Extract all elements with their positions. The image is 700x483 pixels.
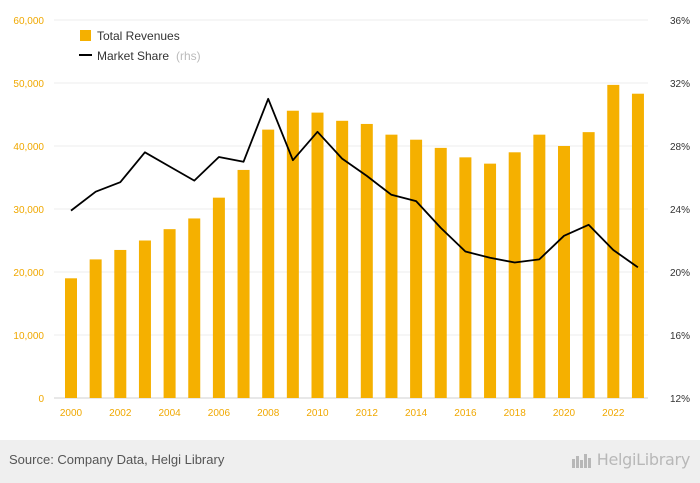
- revenue-bar: [336, 120, 349, 399]
- revenue-bar: [262, 129, 275, 398]
- left-tick-label: 60,000: [13, 16, 44, 27]
- left-tick-label: 0: [38, 394, 44, 405]
- x-tick-label: 2014: [405, 408, 428, 419]
- legend-swatch-revenues: [80, 30, 91, 41]
- revenue-bar: [508, 152, 521, 398]
- x-tick-label: 2004: [158, 408, 181, 419]
- right-tick-label: 24%: [670, 205, 690, 216]
- x-tick-label: 2020: [553, 408, 576, 419]
- x-tick-label: 2002: [109, 408, 132, 419]
- revenue-bar: [582, 132, 595, 398]
- brand-logo[interactable]: HelgiLibrary: [571, 450, 690, 469]
- left-tick-label: 30,000: [13, 205, 44, 216]
- revenue-bar: [114, 249, 127, 398]
- left-tick-label: 20,000: [13, 268, 44, 279]
- right-tick-label: 28%: [670, 142, 690, 153]
- revenue-bar: [212, 197, 225, 398]
- market-share-line: [70, 97, 639, 269]
- right-tick-label: 12%: [670, 394, 690, 405]
- source-note: Source: Company Data, Helgi Library: [9, 452, 225, 467]
- revenue-bar: [631, 93, 644, 399]
- revenue-bar: [138, 240, 151, 398]
- legend-label-market-share: Market Share: [97, 49, 169, 63]
- x-tick-label: 2018: [504, 408, 527, 419]
- right-tick-label: 32%: [670, 79, 690, 90]
- x-tick-label: 2008: [257, 408, 280, 419]
- revenue-bar: [607, 84, 620, 398]
- legend: Total Revenues Market Share (rhs): [79, 29, 201, 63]
- revenue-bar: [311, 112, 324, 399]
- revenue-bar: [533, 134, 546, 398]
- revenue-bar: [286, 110, 299, 398]
- revenue-bar: [434, 147, 447, 398]
- revenue-bar: [360, 123, 373, 398]
- left-tick-label: 50,000: [13, 79, 44, 90]
- brand-name: HelgiLibrary: [596, 450, 691, 469]
- x-tick-label: 2012: [356, 408, 379, 419]
- x-tick-label: 2000: [60, 408, 83, 419]
- revenue-bar: [89, 259, 102, 398]
- revenue-bar: [410, 139, 423, 398]
- left-tick-label: 40,000: [13, 142, 44, 153]
- right-tick-label: 20%: [670, 268, 690, 279]
- x-axis-ticks: 2000 2002 2004 2006 2008 2010 2012 2014 2016 2018…: [60, 408, 625, 419]
- revenue-bar: [188, 218, 201, 398]
- right-tick-label: 16%: [670, 331, 690, 342]
- revenue-bar: [459, 157, 472, 398]
- x-tick-label: 2010: [306, 408, 329, 419]
- left-tick-label: 10,000: [13, 331, 44, 342]
- library-icon: [571, 453, 591, 468]
- market-share-polyline: [70, 97, 639, 269]
- footer: Source: Company Data, Helgi Library Helg…: [0, 440, 700, 483]
- x-tick-label: 2016: [454, 408, 477, 419]
- left-axis-ticks: 0 10,000 20,000 30,000 40,000 50,000 60,000: [13, 16, 44, 405]
- right-tick-label: 36%: [670, 16, 690, 27]
- revenue-bar: [65, 278, 77, 398]
- revenue-bar: [385, 134, 398, 398]
- chart: 0 10,000 20,000 30,000 40,000 50,000 60,000 12…: [13, 16, 690, 419]
- x-tick-label: 2006: [208, 408, 231, 419]
- legend-label-revenues: Total Revenues: [97, 29, 180, 43]
- grid-lines: [54, 19, 648, 399]
- revenue-bars: [65, 84, 644, 399]
- revenue-bar: [558, 146, 570, 398]
- right-axis-ticks: 12% 16% 20% 24% 28% 32% 36%: [670, 16, 690, 405]
- x-tick-label: 2022: [602, 408, 625, 419]
- legend-label-rhs: (rhs): [176, 49, 201, 63]
- revenue-bar: [484, 163, 497, 398]
- revenue-bar: [163, 229, 176, 398]
- revenue-bar: [237, 169, 250, 398]
